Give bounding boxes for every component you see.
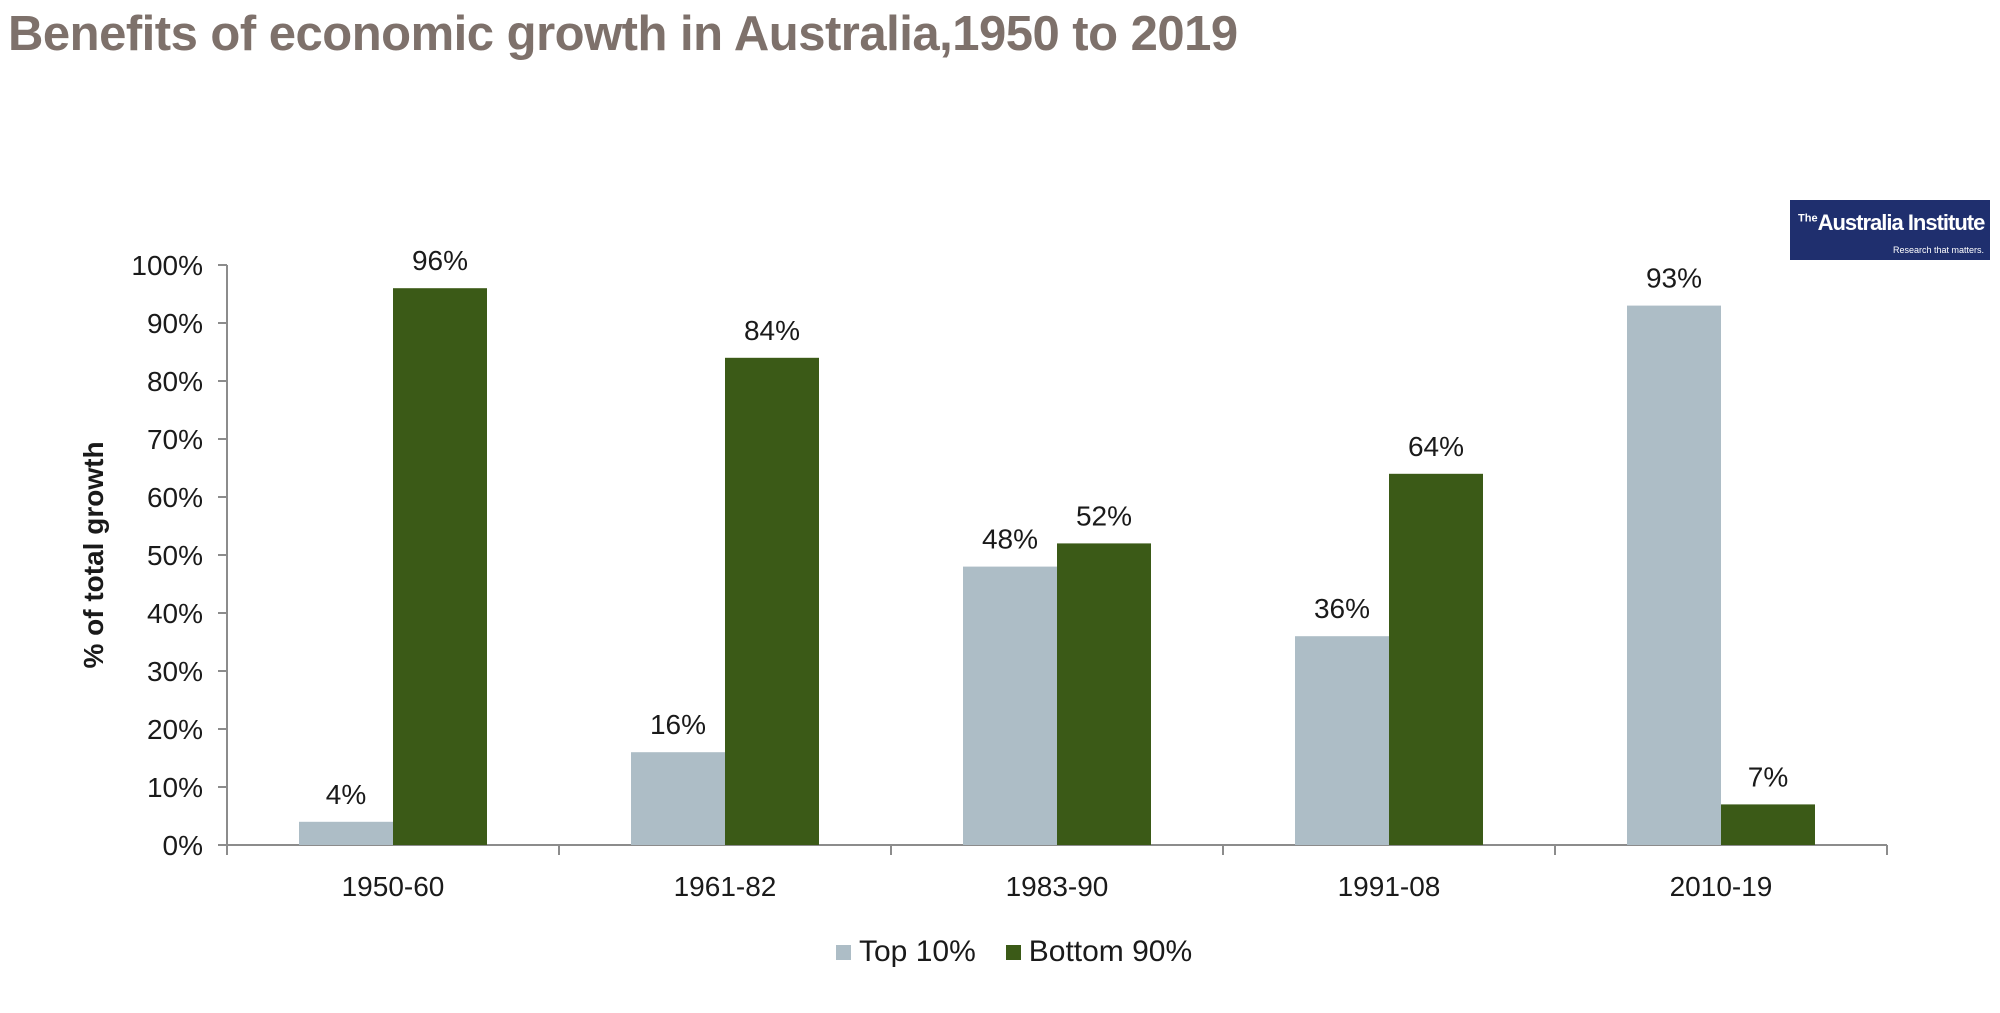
y-tick-label: 10% [147,772,203,803]
bar-top-10 [1295,636,1389,845]
legend-swatch-bottom-90 [1005,944,1021,960]
y-tick-label: 100% [131,250,203,281]
legend-label-top-10: Top 10% [859,935,976,968]
bar-top-10 [1627,305,1721,846]
bar-top-10 [963,566,1057,845]
x-tick-label: 1991-08 [1338,871,1441,902]
logo-name: TheAustralia Institute [1798,210,1985,235]
y-tick-label: 80% [147,366,203,397]
data-label: 4% [326,779,366,810]
chart-title: Benefits of economic growth in Australia… [8,7,1238,61]
bar-bottom-90 [393,288,487,845]
y-tick-label: 90% [147,308,203,339]
y-tick-label: 0% [163,830,203,861]
x-tick-label: 2010-19 [1670,871,1773,902]
y-tick-label: 70% [147,424,203,455]
data-label: 96% [412,245,468,276]
legend-swatch-top-10 [836,944,851,960]
x-tick-label: 1983-90 [1006,871,1109,902]
data-label: 52% [1076,500,1132,531]
legend-item-top-10: Top 10% [836,935,976,969]
y-axis-label: % of total growth [78,441,109,668]
data-label: 16% [650,709,706,740]
y-tick-label: 60% [147,482,203,513]
bar-top-10 [299,821,393,845]
logo-tagline: Research that matters. [1892,245,1984,255]
legend-label-bottom-90: Bottom 90% [1028,935,1193,968]
australia-institute-logo: TheAustralia Institute Research that mat… [1790,200,1990,260]
y-tick-label: 40% [147,598,203,629]
data-label: 84% [744,315,800,346]
data-label: 64% [1408,431,1464,462]
data-label: 7% [1748,761,1788,792]
data-label: 48% [982,524,1038,555]
x-tick-label: 1950-60 [342,871,445,902]
x-tick-label: 1961-82 [674,871,777,902]
bar-bottom-90 [1389,473,1483,845]
data-label: 36% [1314,593,1370,624]
y-tick-label: 20% [147,714,203,745]
legend-item-bottom-90: Bottom 90% [1005,935,1193,969]
legend: Top 10% Bottom 90% [836,935,1222,969]
bar-bottom-90 [1721,804,1815,845]
data-label: 93% [1646,263,1702,294]
y-tick-label: 50% [147,540,203,571]
bar-top-10 [631,752,725,845]
bar-bottom-90 [725,357,819,845]
bar-bottom-90 [1057,543,1151,845]
y-tick-label: 30% [147,656,203,687]
